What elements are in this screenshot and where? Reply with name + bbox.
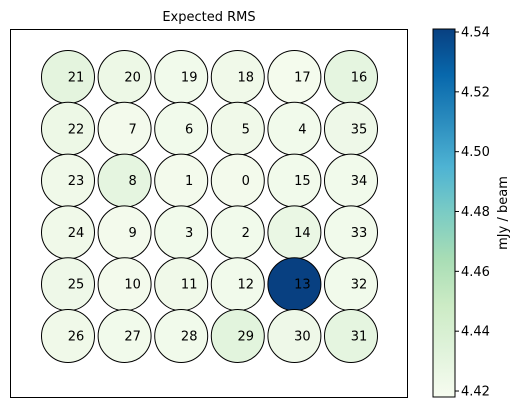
beam-label-3: 3 (185, 226, 193, 241)
beam-label-23: 23 (68, 174, 85, 189)
beam-label-6: 6 (185, 122, 193, 137)
beam-cell-4 (267, 101, 322, 156)
beam-label-28: 28 (181, 330, 198, 345)
beam-label-34: 34 (351, 174, 368, 189)
beam-label-22: 22 (68, 122, 85, 137)
beam-label-11: 11 (181, 278, 198, 293)
beam-label-4: 4 (298, 122, 306, 137)
colorbar-tick-label: 4.50 (461, 145, 490, 160)
beam-label-32: 32 (351, 278, 368, 293)
beam-cell-29 (210, 309, 265, 363)
beam-label-31: 31 (351, 330, 368, 345)
colorbar-tick-label: 4.46 (461, 265, 490, 280)
beam-label-5: 5 (242, 122, 250, 137)
beam-label-1: 1 (185, 174, 193, 189)
beam-label-8: 8 (128, 174, 136, 189)
beam-label-21: 21 (68, 71, 85, 86)
beam-label-26: 26 (68, 330, 85, 345)
beam-label-14: 14 (294, 226, 311, 241)
beam-cell-3 (154, 205, 209, 260)
colorbar-tick-label: 4.42 (461, 385, 490, 400)
beam-label-0: 0 (242, 174, 250, 189)
beam-cell-5 (210, 101, 265, 156)
colorbar-tick-label: 4.52 (461, 85, 490, 100)
colorbar-tick-label: 4.48 (461, 205, 490, 220)
beam-cell-8 (97, 153, 152, 208)
colorbar-label: mJy / beam (496, 176, 511, 250)
beam-label-17: 17 (294, 71, 311, 86)
beam-label-7: 7 (128, 122, 136, 137)
beam-cell-1 (154, 153, 209, 208)
beam-label-35: 35 (351, 122, 368, 137)
beam-cell-28 (154, 309, 209, 363)
beam-label-25: 25 (68, 278, 85, 293)
beam-label-18: 18 (238, 71, 255, 86)
colorbar-tick-label: 4.44 (461, 325, 490, 340)
beam-label-19: 19 (181, 71, 198, 86)
beam-label-30: 30 (294, 330, 311, 345)
beam-label-24: 24 (68, 226, 85, 241)
colorbar (432, 28, 456, 398)
beam-label-15: 15 (294, 174, 311, 189)
beam-label-27: 27 (124, 330, 141, 345)
beam-cell-0 (210, 153, 265, 208)
beam-label-2: 2 (242, 226, 250, 241)
colorbar-tick-label: 4.54 (461, 25, 490, 40)
plot-area-frame (10, 29, 408, 398)
chart-title: Expected RMS (162, 10, 255, 25)
beam-label-13: 13 (294, 278, 311, 293)
beam-cell-30 (267, 309, 322, 363)
beam-label-20: 20 (124, 71, 141, 86)
beam-cell-27 (97, 309, 152, 363)
beam-label-12: 12 (238, 278, 255, 293)
beam-cell-26 (41, 309, 95, 363)
beam-cell-6 (154, 101, 209, 156)
beam-cell-31 (324, 309, 378, 363)
beam-cell-2 (210, 205, 265, 260)
colorbar-ticks: 4.42 4.44 4.46 4.48 4.50 4.52 4.54 (455, 25, 490, 400)
beam-label-10: 10 (124, 278, 141, 293)
beam-label-16: 16 (351, 71, 368, 86)
beam-cell-9 (97, 205, 152, 260)
beam-label-29: 29 (238, 330, 255, 345)
beam-label-33: 33 (351, 226, 368, 241)
beam-label-9: 9 (128, 226, 136, 241)
beam-cell-7 (97, 101, 152, 156)
